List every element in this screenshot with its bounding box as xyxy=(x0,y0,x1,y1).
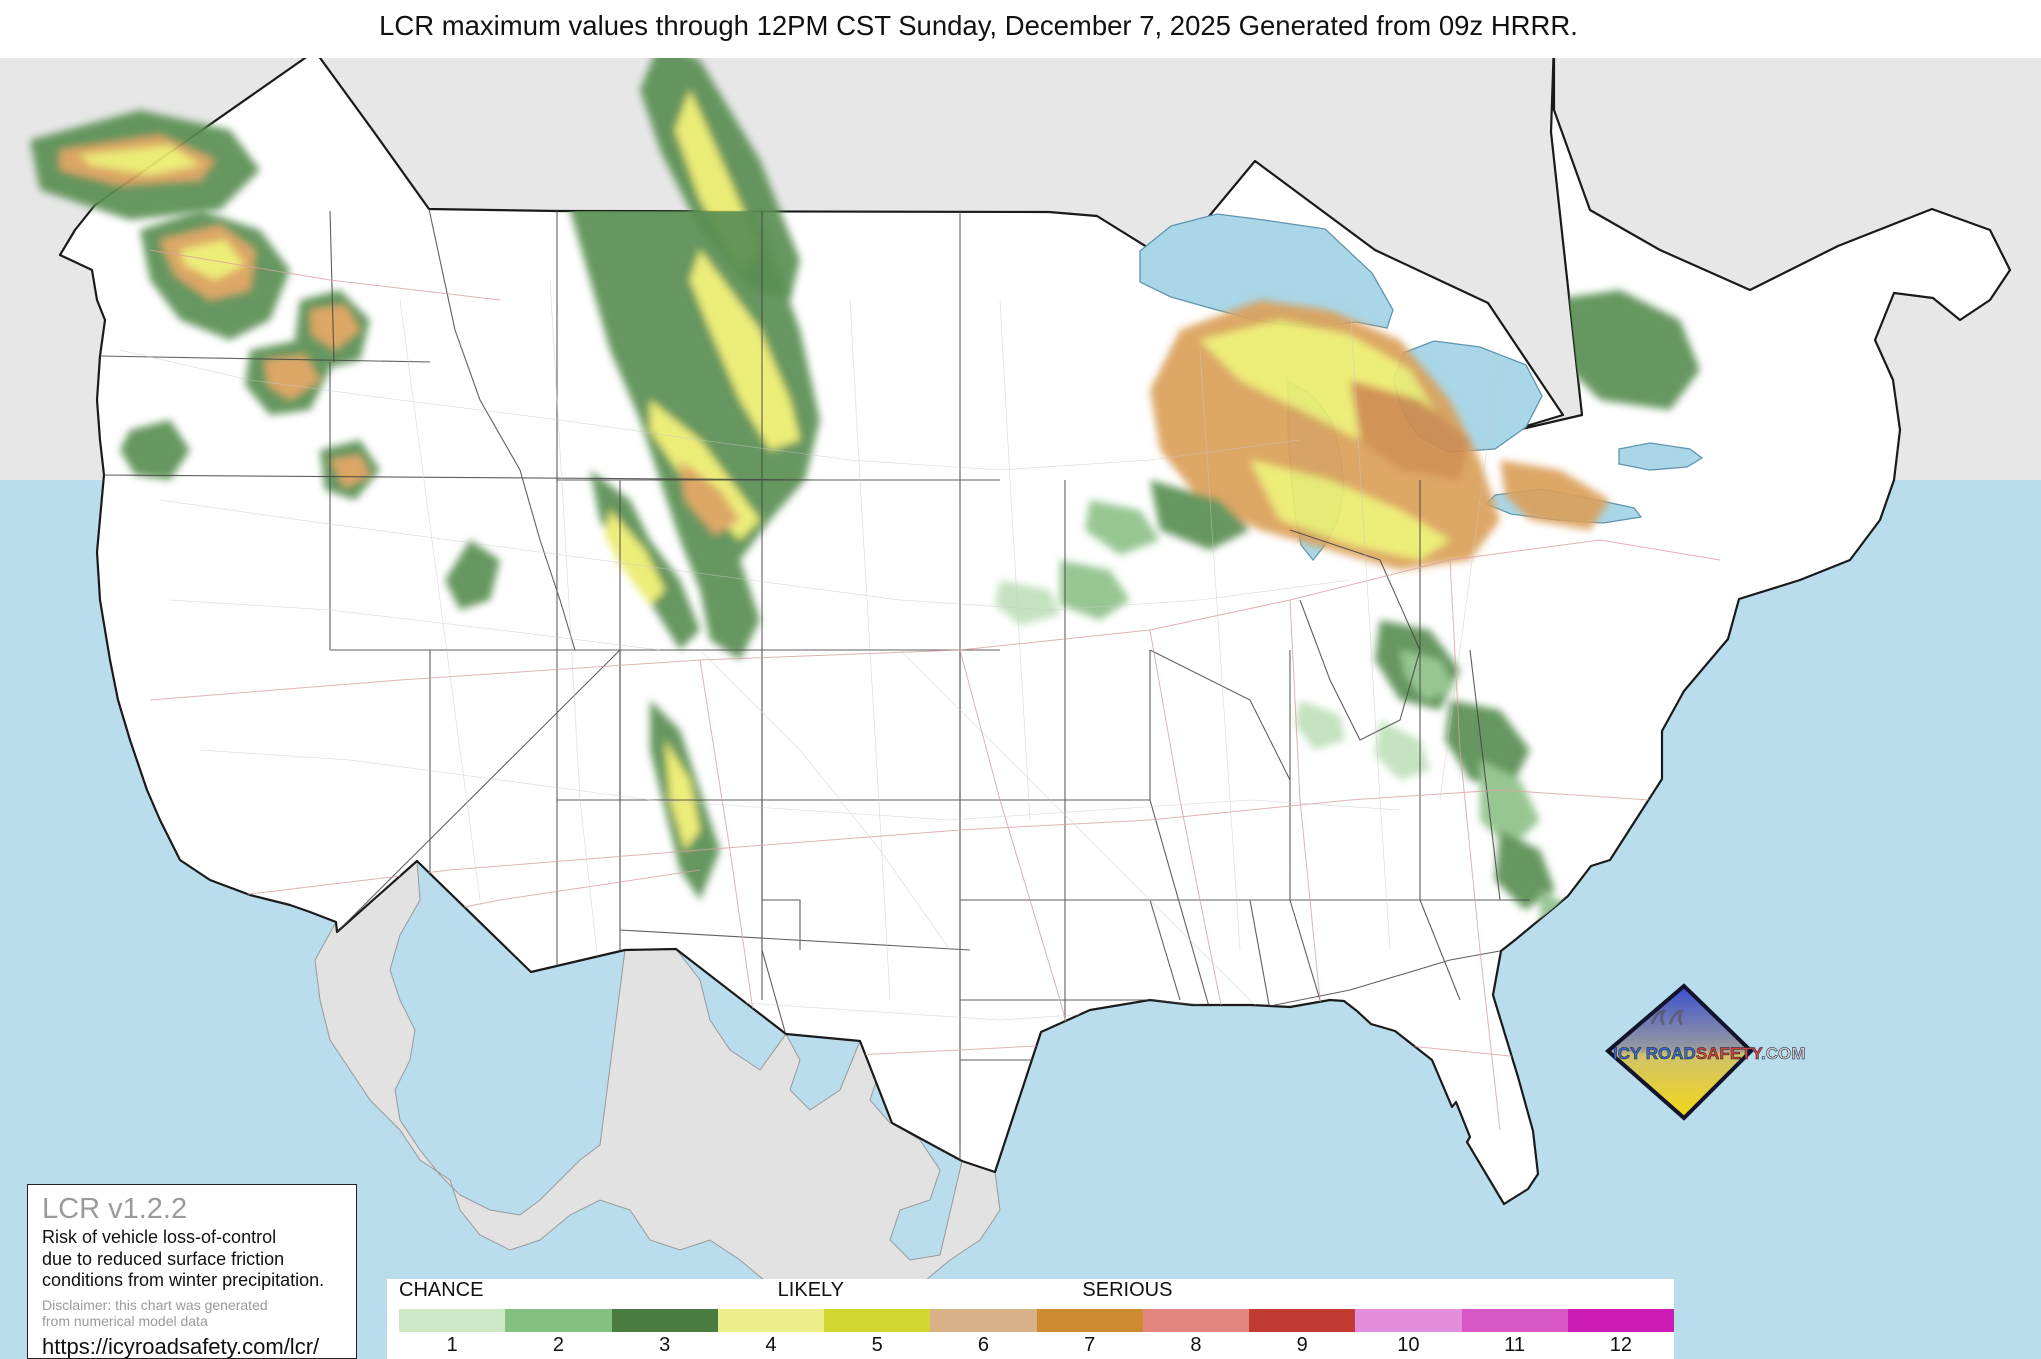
svg-text:ICY ROADSAFETY.COM: ICY ROADSAFETY.COM xyxy=(1613,1044,1805,1063)
